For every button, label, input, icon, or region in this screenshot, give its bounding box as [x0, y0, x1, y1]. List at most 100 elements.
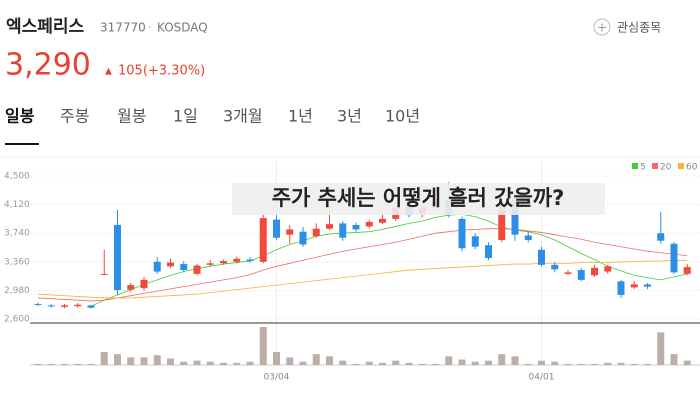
stock-name: 엑스페리스: [6, 17, 85, 37]
volume-bar: [193, 360, 201, 365]
tab[interactable]: 3년: [337, 107, 362, 126]
volume-bar: [34, 363, 42, 365]
volume-bar: [670, 354, 678, 365]
volume-bar: [312, 354, 320, 365]
chart-title: 주가 추세는 어떻게 흘러 갔을까?: [272, 186, 565, 210]
candle-body: [100, 273, 108, 275]
candle-body: [379, 218, 386, 223]
candle-body: [458, 218, 466, 249]
volume-bar: [538, 360, 545, 365]
legend-swatch: [678, 163, 684, 169]
volume-bar: [604, 362, 612, 365]
candle-body: [657, 233, 665, 241]
candle-body: [326, 224, 333, 229]
volume-bar: [630, 363, 638, 365]
y-tick-label: 3,740: [4, 229, 30, 239]
tab[interactable]: 1년: [288, 107, 313, 126]
tab[interactable]: 일봉: [5, 107, 35, 126]
candle-body: [551, 264, 559, 270]
legend-label: 5: [640, 163, 646, 173]
volume-bar: [445, 356, 453, 365]
volume-bar: [100, 351, 108, 365]
candle-body: [74, 304, 82, 307]
watch-icon: [593, 18, 611, 36]
watch-button[interactable]: + 관심종목: [593, 18, 661, 36]
volume-bar: [418, 363, 426, 365]
candle-body: [339, 223, 347, 238]
volume-bar: [339, 360, 347, 365]
candle-body: [604, 266, 612, 272]
volume-bar: [326, 356, 333, 365]
separator: ·: [148, 21, 152, 35]
volume-bar: [180, 361, 188, 365]
candle-body: [511, 200, 519, 235]
watch-label: 관심종목: [617, 21, 661, 35]
chart: 2,600 2,980 3,360 3,740 4,120 4,500 03/04 04/01…: [0, 156, 700, 383]
volume-bar: [657, 332, 665, 365]
candle-body: [591, 267, 598, 276]
price: 3,290: [5, 48, 91, 83]
y-tick-label: 2,600: [4, 315, 30, 325]
candle-body: [61, 305, 68, 307]
candle-body: [670, 243, 678, 273]
volume-bar: [564, 363, 572, 365]
volume-bar: [379, 362, 386, 365]
candle-body: [140, 279, 148, 289]
candle-body: [617, 281, 625, 295]
volume-bar: [286, 357, 294, 365]
candle-body: [47, 305, 55, 307]
legend-swatch: [632, 163, 638, 169]
market: KOSDAQ: [157, 21, 208, 35]
y-tick-label: 4,500: [4, 172, 30, 182]
legend-label: 60: [686, 163, 698, 173]
volume-bar: [458, 359, 466, 365]
volume-bar: [471, 361, 479, 365]
volume-bar: [392, 360, 400, 365]
volume-bar: [87, 363, 95, 365]
candle-body: [299, 231, 307, 245]
candle-body: [538, 249, 545, 265]
volume-bar: [511, 356, 519, 365]
candle-body: [114, 224, 121, 291]
candle-body: [524, 235, 532, 240]
candle-body: [180, 264, 188, 271]
tab[interactable]: 10년: [385, 107, 420, 126]
candle-body: [630, 284, 638, 288]
tab[interactable]: 월봉: [117, 107, 146, 126]
candle-body: [485, 245, 492, 259]
candle-body: [193, 265, 201, 274]
volume-bar: [233, 362, 241, 365]
y-tick-label: 2,980: [4, 286, 30, 296]
volume-bar: [140, 357, 148, 365]
volume-bar: [74, 363, 82, 365]
volume-bar: [644, 363, 651, 365]
legend-label: 20: [660, 163, 672, 173]
candle-body: [365, 221, 373, 227]
candle-body: [233, 258, 241, 262]
volume-bar: [432, 363, 439, 365]
candle-body: [564, 272, 572, 274]
price-change: 105(+3.30%): [118, 64, 205, 79]
tab[interactable]: 3개월: [223, 107, 263, 126]
title-background: [232, 183, 605, 215]
legend-swatch: [652, 163, 658, 169]
y-tick-label: 3,360: [4, 257, 30, 267]
candle-body: [577, 270, 585, 280]
plus: +: [597, 21, 607, 35]
volume-bar: [220, 362, 227, 365]
candle-body: [273, 219, 280, 238]
candle-body: [127, 285, 135, 290]
candle-body: [259, 218, 267, 262]
volume-bar: [206, 361, 214, 365]
candle-body: [246, 259, 254, 262]
volume-bar: [273, 351, 280, 365]
tab[interactable]: 주봉: [60, 107, 89, 126]
tab[interactable]: 1일: [173, 107, 198, 126]
candle-body: [498, 205, 506, 240]
candle-body: [312, 228, 320, 237]
candle-body: [153, 261, 161, 272]
candle-body: [34, 303, 42, 305]
volume-bar: [299, 361, 307, 365]
volume-bar: [114, 354, 121, 365]
